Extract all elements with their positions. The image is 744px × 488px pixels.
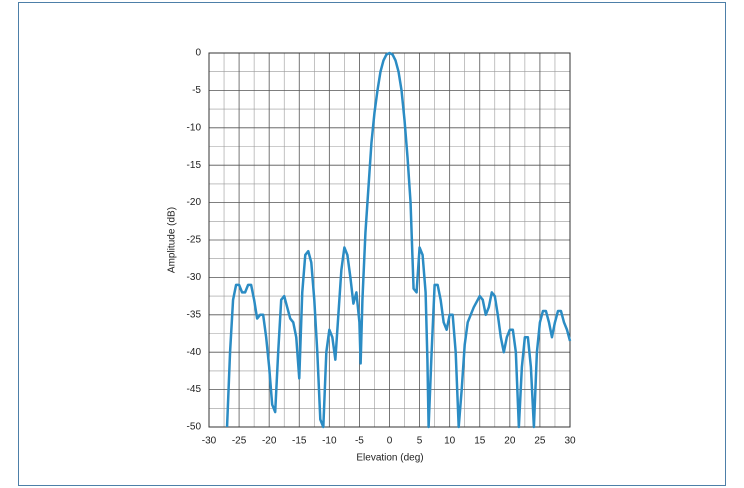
x-tick-label: -20 — [262, 436, 277, 447]
y-tick-label: 0 — [195, 48, 201, 59]
x-tick-label: 20 — [504, 436, 516, 447]
x-tick-label: 30 — [564, 436, 576, 447]
x-tick-label: -15 — [292, 436, 307, 447]
x-tick-label: -10 — [322, 436, 337, 447]
x-tick-label: 0 — [387, 436, 393, 447]
y-tick-label: -45 — [187, 384, 202, 395]
x-tick-label: -30 — [202, 436, 217, 447]
x-tick-label: 15 — [474, 436, 486, 447]
x-tick-label: 10 — [444, 436, 456, 447]
x-axis-label: Elevation (deg) — [356, 453, 423, 464]
x-tick-label: -25 — [232, 436, 247, 447]
y-tick-label: -20 — [187, 197, 202, 208]
x-tick-label: 5 — [417, 436, 423, 447]
y-tick-label: -10 — [187, 122, 202, 133]
y-axis-label: Amplitude (dB) — [167, 207, 178, 273]
y-tick-label: -40 — [187, 347, 202, 358]
y-tick-label: -5 — [192, 85, 201, 96]
line-series — [225, 51, 572, 429]
y-tick-label: -15 — [187, 160, 202, 171]
y-tick-label: -30 — [187, 272, 202, 283]
x-tick-label: -5 — [355, 436, 364, 447]
y-tick-label: -35 — [187, 309, 202, 320]
y-tick-label: -25 — [187, 235, 202, 246]
frame — [18, 2, 726, 486]
x-tick-label: 25 — [534, 436, 546, 447]
y-tick-label: -50 — [187, 422, 202, 433]
